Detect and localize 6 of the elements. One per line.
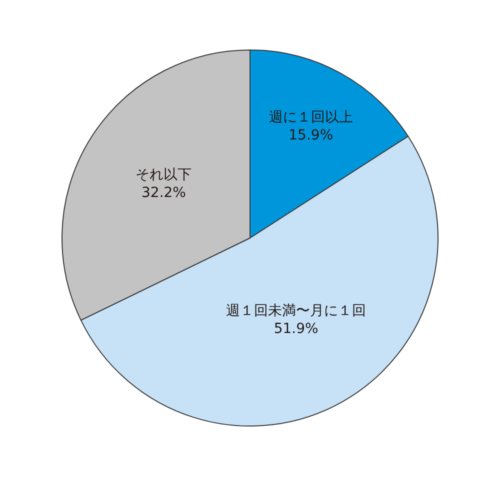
slice-label: それ以下	[136, 166, 192, 183]
data-label: 15.9%	[288, 128, 334, 144]
slice-label: 週１回未満〜月に１回	[226, 302, 366, 319]
slice-label: 週に１回以上	[268, 109, 353, 126]
data-label: 32.2%	[142, 185, 186, 202]
data-label: 51.9%	[274, 321, 318, 338]
